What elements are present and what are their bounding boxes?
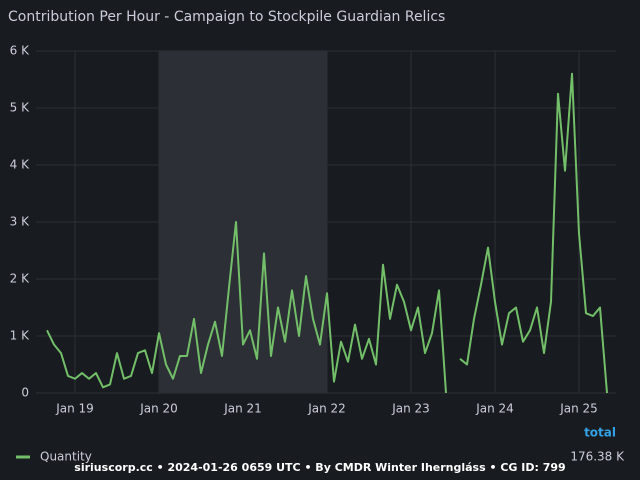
y-tick-label: 3 K [10, 215, 30, 229]
x-tick-label: Jan 24 [475, 402, 514, 416]
y-tick-label: 1 K [10, 329, 30, 343]
legend-label: Quantity [40, 450, 92, 464]
y-tick-label: 6 K [10, 44, 30, 58]
chart-title: Contribution Per Hour - Campaign to Stoc… [8, 9, 445, 25]
x-tick-label: Jan 23 [391, 402, 430, 416]
x-tick-label: Jan 22 [307, 402, 346, 416]
x-tick-label: Jan 20 [139, 402, 178, 416]
legend-header: total [584, 426, 616, 440]
x-tick-label: Jan 25 [559, 402, 598, 416]
y-tick-label: 4 K [10, 158, 30, 172]
data-line [46, 72, 608, 394]
y-tick-label: 5 K [10, 101, 30, 115]
y-tick-label: 0 [21, 386, 29, 400]
footer: siriuscorp.cc • 2024-01-26 0659 UTC • By… [74, 461, 565, 474]
y-tick-label: 2 K [10, 272, 30, 286]
legend-value: 176.38 K [570, 450, 625, 464]
x-tick-label: Jan 21 [223, 402, 262, 416]
x-tick-label: Jan 19 [55, 402, 94, 416]
